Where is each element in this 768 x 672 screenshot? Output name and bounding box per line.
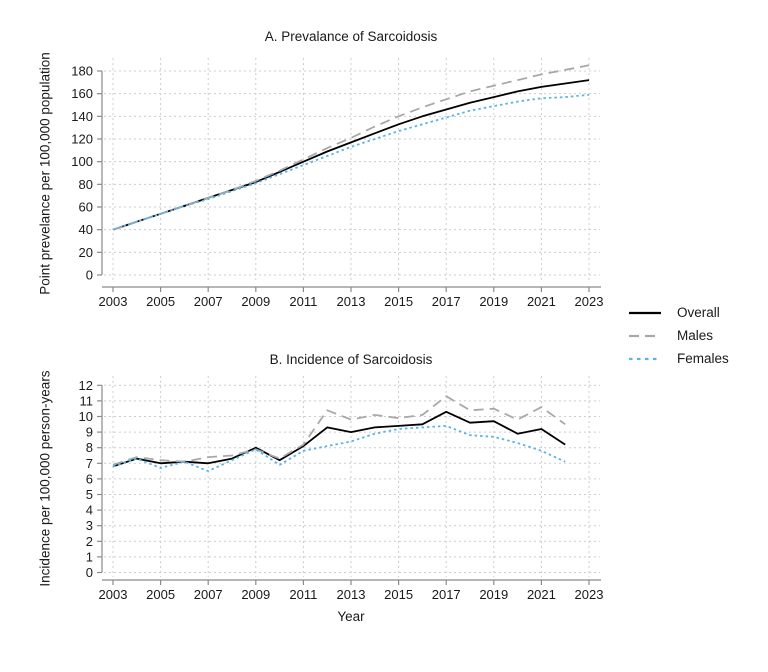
svg-text:2019: 2019 xyxy=(479,587,508,602)
svg-text:120: 120 xyxy=(71,132,93,147)
series-overall-incidence xyxy=(112,410,566,468)
svg-text:160: 160 xyxy=(71,86,93,101)
svg-text:8: 8 xyxy=(86,440,93,455)
svg-text:2009: 2009 xyxy=(241,294,270,309)
svg-text:2003: 2003 xyxy=(99,587,128,602)
svg-text:2021: 2021 xyxy=(527,587,556,602)
svg-text:2017: 2017 xyxy=(432,294,461,309)
svg-text:4: 4 xyxy=(86,503,93,518)
svg-text:2013: 2013 xyxy=(337,587,366,602)
svg-text:2009: 2009 xyxy=(241,587,270,602)
svg-text:2021: 2021 xyxy=(527,294,556,309)
svg-text:100: 100 xyxy=(71,154,93,169)
svg-text:12: 12 xyxy=(79,378,93,393)
svg-text:20: 20 xyxy=(79,245,93,260)
svg-text:2023: 2023 xyxy=(575,294,604,309)
svg-text:2007: 2007 xyxy=(194,587,223,602)
series-females-incidence xyxy=(112,424,566,473)
legend-label-males: Males xyxy=(677,328,714,343)
svg-text:0: 0 xyxy=(86,565,93,580)
svg-text:2011: 2011 xyxy=(289,294,317,309)
panel-prevalence: 0 20 40 60 80 100 120 140 160 180 2003 2005 2007 2009… xyxy=(71,58,603,309)
svg-text:80: 80 xyxy=(79,177,93,192)
panel-a-y-axis-label: Point prevelance per 100,000 population xyxy=(37,52,53,295)
legend-item-males: Males xyxy=(628,324,758,347)
svg-text:2005: 2005 xyxy=(146,294,175,309)
legend-label-overall: Overall xyxy=(677,305,720,320)
svg-text:2023: 2023 xyxy=(575,587,604,602)
svg-text:9: 9 xyxy=(86,425,93,440)
svg-text:5: 5 xyxy=(86,487,93,502)
panel-b-title: B. Incidence of Sarcoidosis xyxy=(269,352,433,367)
males-line-swatch-icon xyxy=(629,334,661,337)
svg-text:1: 1 xyxy=(86,549,93,564)
series-males-incidence xyxy=(112,395,566,466)
svg-text:2019: 2019 xyxy=(479,294,508,309)
x-axis-label: Year xyxy=(337,609,365,624)
svg-text:140: 140 xyxy=(71,109,93,124)
svg-text:2011: 2011 xyxy=(289,587,317,602)
svg-text:2015: 2015 xyxy=(384,294,413,309)
females-line-swatch-icon xyxy=(629,357,661,360)
svg-text:3: 3 xyxy=(86,518,93,533)
svg-text:10: 10 xyxy=(79,409,93,424)
overall-line-swatch-icon xyxy=(629,311,661,314)
legend-item-females: Females xyxy=(628,347,758,370)
svg-text:2003: 2003 xyxy=(99,294,128,309)
prevalence-y-axis: 0 20 40 60 80 100 120 140 160 180 xyxy=(71,64,103,283)
svg-text:180: 180 xyxy=(71,64,93,79)
legend-label-females: Females xyxy=(677,351,729,366)
svg-text:2017: 2017 xyxy=(432,587,461,602)
panel-a-title: A. Prevalance of Sarcoidosis xyxy=(264,29,438,44)
panel-b-y-axis-label: Incidence per 100,000 person-years xyxy=(37,370,53,587)
incidence-x-axis: 2003 2005 2007 2009 2011 2013 2015 2017 2019 2021… xyxy=(99,579,604,602)
svg-text:2: 2 xyxy=(86,534,93,549)
svg-text:2005: 2005 xyxy=(146,587,175,602)
svg-text:40: 40 xyxy=(79,222,93,237)
svg-text:7: 7 xyxy=(86,456,93,471)
prevalence-x-axis: 2003 2005 2007 2009 2011 2013 2015 2017 2019 2021… xyxy=(99,286,604,309)
svg-text:6: 6 xyxy=(86,471,93,486)
svg-text:2015: 2015 xyxy=(384,587,413,602)
legend: Overall Males Females xyxy=(628,301,758,370)
svg-text:2013: 2013 xyxy=(337,294,366,309)
svg-text:11: 11 xyxy=(80,393,94,408)
legend-item-overall: Overall xyxy=(628,301,758,324)
incidence-gridlines xyxy=(104,376,600,577)
prevalence-gridlines xyxy=(104,58,600,283)
svg-text:0: 0 xyxy=(86,268,93,283)
series-females-prevalence xyxy=(112,93,590,231)
svg-text:60: 60 xyxy=(79,200,93,215)
svg-text:2007: 2007 xyxy=(194,294,223,309)
